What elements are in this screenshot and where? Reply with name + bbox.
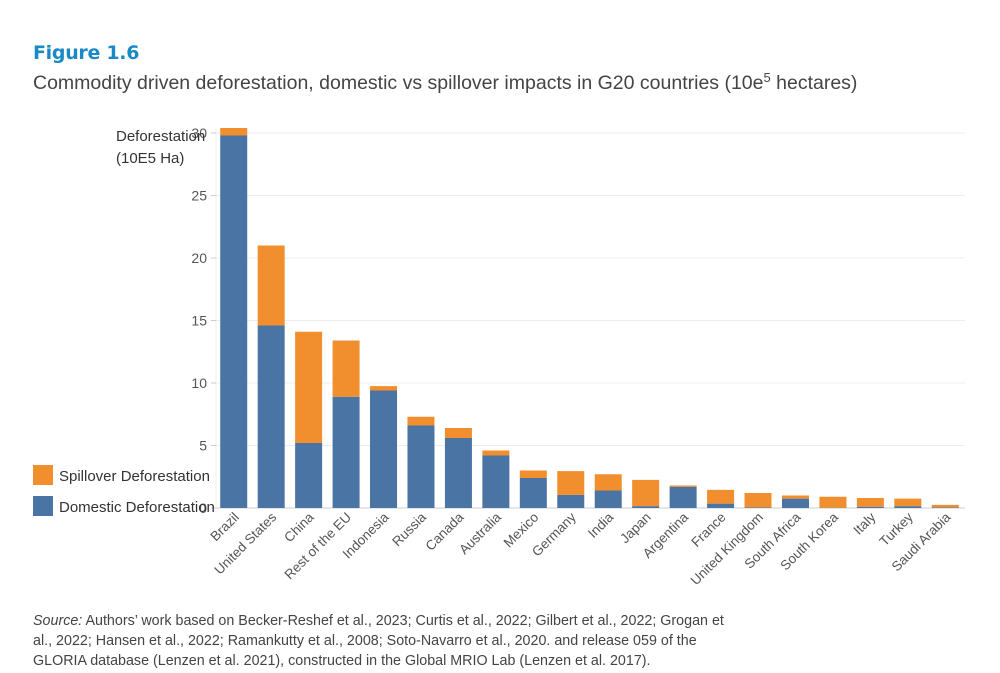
y-tick-label: 25: [191, 188, 207, 204]
bar-domestic: [519, 478, 547, 508]
y-tick-label: 10: [191, 375, 207, 391]
bar-domestic: [407, 425, 435, 508]
y-tick-label: 20: [191, 250, 207, 266]
legend-label: Spillover Deforestation: [59, 468, 210, 485]
bar-spillover: [856, 498, 884, 507]
figure-title-superscript: 5: [763, 70, 771, 85]
bar-domestic: [332, 396, 360, 508]
bar-spillover: [295, 331, 323, 443]
y-axis-ticks: 0 5 10 15 20 25 30: [191, 125, 216, 516]
bar-spillover: [781, 495, 809, 499]
bar-spillover: [819, 496, 847, 508]
y-tick-label: 5: [199, 438, 207, 454]
bar-spillover: [894, 498, 922, 507]
legend-swatch: [33, 496, 53, 516]
bar-domestic: [257, 325, 285, 508]
bar-spillover: [744, 493, 772, 508]
x-tick-label: India: [585, 509, 617, 541]
y-axis-title-line: Deforestation: [116, 128, 205, 145]
y-axis-title: Deforestation (10E5 Ha): [116, 128, 205, 167]
bar-spillover: [707, 489, 735, 504]
bar-domestic: [295, 443, 323, 508]
bar-domestic: [707, 503, 735, 508]
bar-spillover: [220, 128, 248, 136]
bar-spillover: [931, 504, 959, 508]
bar-spillover: [257, 245, 285, 326]
y-tick-label: 30: [191, 125, 207, 141]
figure-title: Commodity driven deforestation, domestic…: [33, 70, 858, 95]
bar-spillover: [370, 386, 398, 391]
bar-domestic: [482, 455, 510, 508]
bar-domestic: [220, 135, 248, 508]
bar-domestic: [931, 507, 959, 508]
figure-label: Figure 1.6: [33, 42, 140, 64]
legend-label: Domestic Deforestation: [59, 499, 215, 516]
y-tick-label: 0: [199, 500, 207, 516]
bar-domestic: [669, 486, 697, 508]
x-tick-label: China: [281, 509, 317, 545]
bar-domestic: [370, 390, 398, 508]
x-tick-label: Rest of the EU: [282, 510, 355, 583]
x-tick-label: Italy: [850, 509, 878, 537]
figure-title-end: hectares): [770, 72, 858, 94]
bar-domestic: [856, 506, 884, 508]
bar-spillover: [444, 428, 472, 438]
y-tick-label: 15: [191, 313, 207, 329]
bar-domestic: [781, 498, 809, 508]
bar-spillover: [519, 470, 547, 478]
bar-spillover: [632, 479, 660, 507]
bar-spillover: [669, 485, 697, 487]
source-prefix: Source:: [33, 613, 83, 629]
x-tick-label: Australia: [456, 509, 504, 557]
y-axis-title-line: (10E5 Ha): [116, 150, 184, 167]
source-note: Source: Authors’ work based on Becker-Re…: [33, 611, 733, 671]
bar-domestic: [557, 494, 585, 508]
legend-swatch: [33, 465, 53, 485]
bar-spillover: [594, 474, 622, 491]
bar-domestic: [444, 438, 472, 508]
bar-spillover: [557, 471, 585, 495]
bar-domestic: [894, 506, 922, 508]
gridlines: [215, 128, 965, 509]
figure-title-main: Commodity driven deforestation, domestic…: [33, 72, 764, 94]
bar-domestic: [594, 490, 622, 508]
source-text: Authors’ work based on Becker-Reshef et …: [33, 613, 724, 669]
bar-spillover: [332, 340, 360, 397]
bar-domestic: [744, 507, 772, 508]
bar-spillover: [407, 416, 435, 426]
bar-spillover: [482, 450, 510, 456]
bars: [220, 128, 959, 508]
legend: Spillover Deforestation Domestic Deforest…: [33, 465, 215, 516]
bar-domestic: [632, 506, 660, 508]
